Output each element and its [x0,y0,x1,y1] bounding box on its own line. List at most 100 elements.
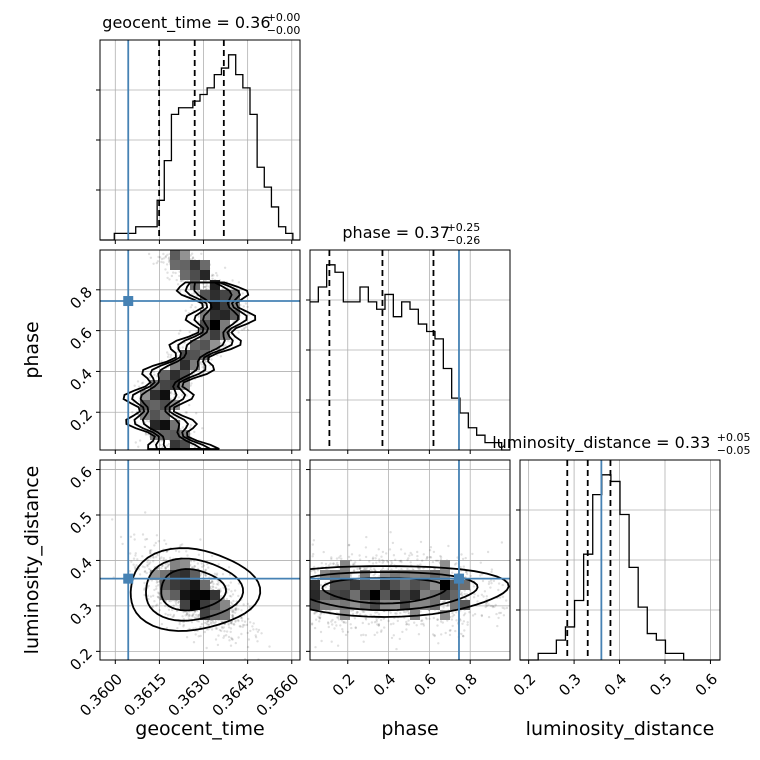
sample-point [330,556,333,559]
density-bin [440,560,450,570]
density-bin [430,570,440,580]
sample-point [405,622,409,626]
sample-point [237,619,240,623]
sample-point [178,622,181,626]
sample-point [137,445,140,448]
sample-point [378,560,381,563]
sample-point [350,573,353,576]
sample-point [486,550,490,554]
sample-point [213,572,217,575]
sample-point [373,621,377,624]
sample-point [140,382,144,385]
sample-point [141,565,144,568]
contour-middle [145,557,245,622]
sample-point [364,617,367,620]
sample-point [330,557,333,561]
y-axis-label-luminosity_distance: luminosity_distance [21,466,43,655]
sample-point [193,610,197,613]
density-bin [410,600,420,610]
sample-point [505,599,508,602]
y-tick-label: 0.5 [66,508,96,538]
sample-point [193,559,196,563]
sample-point [356,567,359,571]
sample-point [178,290,182,293]
sample-point [153,600,156,603]
sample-point [166,276,169,280]
sample-point [137,385,141,388]
sample-point [313,611,316,615]
sample-point [461,557,465,561]
sample-point [471,614,475,617]
sample-point [166,253,169,256]
sample-point [379,630,383,633]
sample-point [149,256,153,259]
sample-point [364,618,368,621]
sample-point [164,604,167,608]
density-bin [180,580,190,590]
sample-point [407,611,410,615]
sample-point [157,584,160,587]
sample-point [318,616,321,620]
sample-point [205,621,208,624]
density-bin [380,590,390,600]
sample-point [189,306,193,309]
sample-point [476,594,480,597]
sample-point [165,263,169,266]
sample-point [472,596,476,599]
sample-point [227,588,231,591]
sample-point [501,595,505,598]
sample-point [448,629,452,632]
sample-point [358,554,361,557]
sample-point [178,274,181,278]
histogram-luminosity_distance [520,474,720,661]
sample-point [213,622,216,625]
sample-point [375,620,378,623]
sample-point [311,555,314,558]
density-bin [220,600,230,610]
density-bin [180,440,190,450]
sample-point [244,302,248,305]
sample-point [205,283,208,286]
sample-point [432,550,436,554]
sample-point [426,556,429,559]
sample-point [462,565,465,568]
sample-point [204,360,207,363]
sample-point [364,546,368,549]
density-bin [390,570,400,580]
sample-point [488,580,491,583]
sample-point [502,614,506,617]
sample-point [162,557,165,560]
x-tick-label: 0.2 [329,670,359,700]
sample-point [148,549,152,552]
sample-point [160,260,163,264]
sample-point [376,623,379,626]
sample-point [168,556,172,559]
sample-point [239,625,242,628]
sample-point [167,563,170,566]
sample-point [312,552,315,556]
title-minus: −0.26 [447,234,481,247]
sample-point [156,260,160,263]
sample-point [429,555,432,559]
sample-point [148,551,152,554]
density-bin [200,340,210,350]
sample-point [385,552,388,555]
sample-point [159,557,162,560]
density-bin [140,390,150,400]
sample-point [329,562,332,565]
density-bin [160,370,170,380]
sample-point [132,557,136,560]
sample-point [201,565,204,568]
sample-point [169,356,172,359]
sample-point [242,305,245,308]
sample-point [231,593,235,596]
x-tick-label: 0.8 [451,670,481,700]
sample-point [355,610,359,614]
density-bin [310,600,320,610]
sample-point [339,554,342,558]
sample-point [322,550,325,554]
sample-point [214,627,218,630]
sample-point [222,626,226,629]
density-bin [440,590,450,600]
sample-point [444,631,447,635]
